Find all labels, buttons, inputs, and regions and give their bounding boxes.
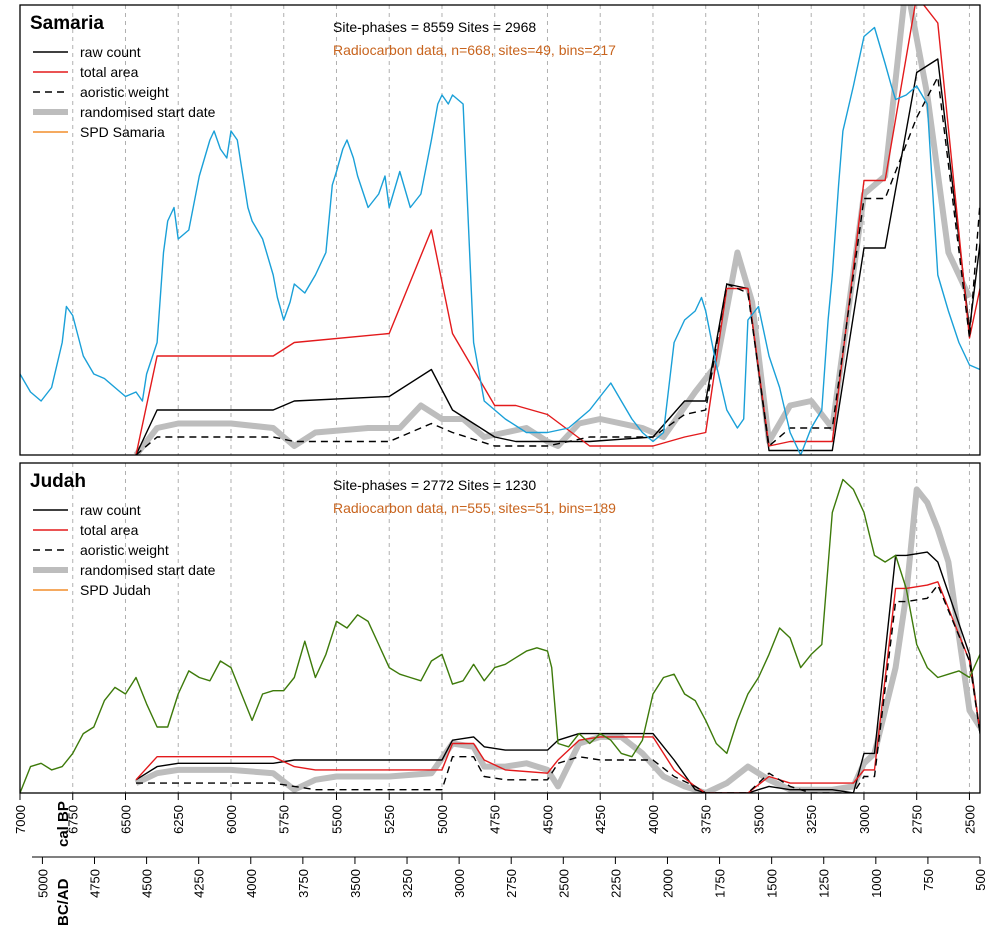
legend-label: SPD Judah <box>80 582 151 598</box>
series-total-area <box>135 5 980 455</box>
calbp-tick-label: 3000 <box>857 805 872 834</box>
legend: raw count total area aoristic weight random… <box>33 44 216 140</box>
series-aoristic-weight <box>135 76 980 455</box>
legend: raw count total area aoristic weight random… <box>33 502 216 598</box>
calbp-tick-label: 7000 <box>13 805 28 834</box>
calbp-tick-label: 4500 <box>540 805 555 834</box>
panel-frame <box>19 4 981 456</box>
legend-label: aoristic weight <box>80 84 169 100</box>
legend-label: raw count <box>80 44 141 60</box>
bcad-tick-label: 3000 <box>452 869 467 898</box>
calbp-tick-label: 5750 <box>277 805 292 834</box>
bcad-tick-label: 2750 <box>504 869 519 898</box>
calbp-tick-label: 6500 <box>118 805 133 834</box>
calbp-axis-label: cal BP <box>55 801 72 847</box>
bcad-tick-label: 750 <box>921 869 936 891</box>
series-raw-count <box>135 58 980 455</box>
series-spd-samaria <box>20 26 980 455</box>
calbp-tick-label: 5250 <box>382 805 397 834</box>
calbp-tick-label: 5500 <box>329 805 344 834</box>
bcad-tick-label: 4000 <box>244 869 259 898</box>
panel-title: Samaria <box>30 13 104 34</box>
bcad-tick-label: 1000 <box>869 869 884 898</box>
legend-label: SPD Samaria <box>80 124 165 140</box>
bcad-axis: BC/AD 5000 4750 4500 4250 4000 3750 3500 3250 30… <box>32 856 988 926</box>
legend-label: randomised start date <box>80 104 216 120</box>
calbp-tick-label: 2750 <box>910 805 925 834</box>
series-spd-judah <box>20 478 980 793</box>
bcad-tick-label: 2250 <box>608 869 623 898</box>
bcad-tick-label: 3500 <box>348 869 363 898</box>
calbp-tick-label: 5000 <box>435 805 450 834</box>
bcad-tick-label: 3250 <box>400 869 415 898</box>
legend-label: total area <box>80 522 139 538</box>
panel-samaria: Samaria Site-phases = 8559 Sites = 2968 Ra… <box>19 4 981 456</box>
series-raw-count <box>135 551 980 793</box>
legend-label: raw count <box>80 502 141 518</box>
bcad-tick-label: 1500 <box>765 869 780 898</box>
bcad-tick-label: 2500 <box>556 869 571 898</box>
radiocarbon-info: Radiocarbon data, n=668, sites=49, bins=… <box>333 42 616 58</box>
calbp-axis: cal BP 7000 6750 6500 6250 6000 5750 5500 5250 5… <box>13 792 980 847</box>
calbp-tick-label: 3750 <box>699 805 714 834</box>
calbp-tick-label: 4750 <box>488 805 503 834</box>
bcad-tick-label: 3750 <box>296 869 311 898</box>
calbp-tick-label: 4000 <box>646 805 661 834</box>
series-randomised-start-date <box>133 5 973 455</box>
calbp-tick-label: 2500 <box>962 805 977 834</box>
panel-info: Site-phases = 2772 Sites = 1230 <box>333 477 536 493</box>
calbp-tick-label: 3500 <box>751 805 766 834</box>
legend-label: randomised start date <box>80 562 216 578</box>
bcad-tick-label: 4500 <box>140 869 155 898</box>
bcad-tick-label: 2000 <box>660 869 675 898</box>
legend-label: total area <box>80 64 139 80</box>
plot-area <box>20 5 980 455</box>
series-aoristic-weight <box>136 584 980 793</box>
bcad-tick-label: 1250 <box>817 869 832 898</box>
calbp-tick-label: 6000 <box>224 805 239 834</box>
calbp-tick-label: 4250 <box>593 805 608 834</box>
panel-title: Judah <box>30 471 86 492</box>
calbp-tick-label: 3250 <box>804 805 819 834</box>
series-randomised-start-date <box>134 486 980 793</box>
legend-label: aoristic weight <box>80 542 169 558</box>
bcad-tick-label: 500 <box>973 869 988 891</box>
bcad-tick-label: 4250 <box>192 869 207 898</box>
plot-area <box>20 478 980 793</box>
bcad-tick-label: 4750 <box>88 869 103 898</box>
calbp-tick-label: 6250 <box>171 805 186 834</box>
bcad-tick-label: 5000 <box>35 869 50 898</box>
bcad-axis-label: BC/AD <box>55 878 72 926</box>
panel-judah: Judah Site-phases = 2772 Sites = 1230 Radi… <box>19 462 981 794</box>
panel-info: Site-phases = 8559 Sites = 2968 <box>333 19 536 35</box>
panels-layer: Samaria Site-phases = 8559 Sites = 2968 Ra… <box>19 4 981 794</box>
bcad-tick-label: 1750 <box>713 869 728 898</box>
radiocarbon-info: Radiocarbon data, n=555, sites=51, bins=… <box>333 500 616 516</box>
calbp-tick-label: 6750 <box>66 805 81 834</box>
series-total-area <box>135 581 980 793</box>
